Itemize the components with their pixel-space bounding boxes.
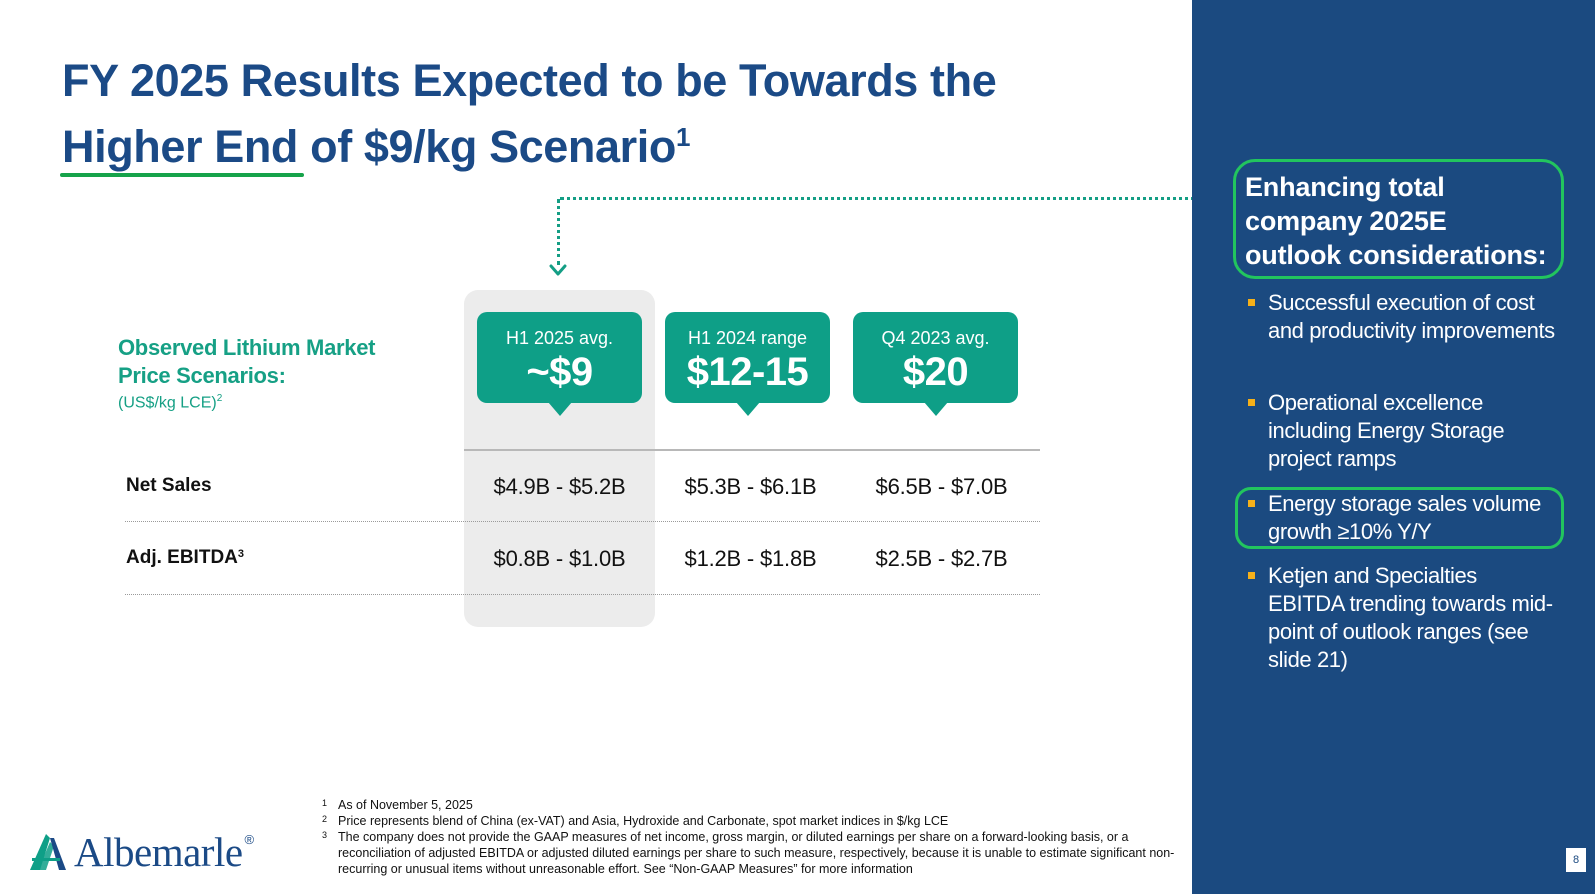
row-label-sup: 3 <box>237 548 245 560</box>
footnote-number: 3 <box>322 830 328 840</box>
connector-line-vertical <box>557 199 560 265</box>
title-highlight: Higher End <box>59 118 305 177</box>
title-line-1: FY 2025 Results Expected to be Towards t… <box>62 55 997 106</box>
logo-text: Albemarle <box>74 829 243 875</box>
table-header-divider <box>464 449 1040 451</box>
scenario-sub: Q4 2023 avg. <box>881 328 990 348</box>
table-cell: $0.8B - $1.0B <box>493 546 626 571</box>
logo-registered-mark: ® <box>244 832 255 847</box>
title-line-2-rest: of $9/kg Scenario <box>298 121 676 172</box>
scenario-unit: (US$/kg LCE)2 <box>118 393 398 412</box>
scenario-sub: H1 2025 avg. <box>505 328 614 348</box>
highlight-outline-bullet <box>1235 487 1564 549</box>
table-cell: $5.3B - $6.1B <box>684 474 817 499</box>
row-divider <box>125 521 1040 522</box>
scenario-heading: Observed Lithium Market Price Scenarios: <box>118 335 376 388</box>
footnote-text: Price represents blend of China (ex-VAT)… <box>338 814 949 828</box>
bullet-square-icon <box>1248 299 1255 306</box>
slide-title: FY 2025 Results Expected to be Towards t… <box>59 52 997 177</box>
albemarle-logo: Albemarle ® <box>28 829 255 875</box>
connector-line-horizontal <box>560 197 1220 200</box>
scenario-value: ~$9 <box>526 350 593 394</box>
footnote-number: 1 <box>322 798 328 808</box>
scenario-sub: H1 2024 range <box>687 328 808 348</box>
footnote: 1 As of November 5, 2025 <box>320 797 1180 813</box>
table-cell: $4.9B - $5.2B <box>493 474 626 499</box>
footnote: 2 Price represents blend of China (ex-VAT… <box>320 813 1180 829</box>
scenario-unit-sup: 2 <box>216 393 223 404</box>
right-panel <box>1192 0 1595 894</box>
bullet-square-icon <box>1248 500 1255 507</box>
arrow-down-icon <box>549 264 567 276</box>
row-label-text: Adj. EBITDA <box>126 547 238 568</box>
panel-heading-line: company 2025E <box>1245 206 1447 236</box>
bullet-square-icon <box>1248 399 1255 406</box>
panel-bullet: Successful execution of cost and product… <box>1248 289 1558 345</box>
footnote-number: 2 <box>322 814 328 824</box>
table-cell: $1.2B - $1.8B <box>684 546 817 571</box>
scenario-bubble-h1-2025: H1 2025 avg. ~$9 <box>477 312 642 416</box>
row-label-net-sales: Net Sales <box>126 475 212 497</box>
scenario-unit-text: (US$/kg LCE) <box>118 394 217 412</box>
bullet-text: Operational excellence including Energy … <box>1268 390 1505 471</box>
row-divider <box>125 594 1040 595</box>
footnotes: 1 As of November 5, 2025 2 Price represent… <box>320 797 1180 877</box>
table-cell: $2.5B - $2.7B <box>875 546 1008 571</box>
panel-heading-line: outlook considerations: <box>1245 240 1547 270</box>
albemarle-logo-icon <box>30 834 66 870</box>
page-number: 8 <box>1566 848 1586 872</box>
scenario-bubble-q4-2023: Q4 2023 avg. $20 <box>853 312 1018 416</box>
footnote-text: The company does not provide the GAAP me… <box>338 830 1175 876</box>
table-cell: $6.5B - $7.0B <box>875 474 1008 499</box>
row-label-text: Net Sales <box>126 475 212 496</box>
highlight-outline-heading <box>1233 159 1564 279</box>
footnote: 3 The company does not provide the GAAP m… <box>320 829 1180 877</box>
bullet-text: Successful execution of cost and product… <box>1268 290 1555 343</box>
panel-bullet: Energy storage sales volume growth ≥10% … <box>1248 490 1558 546</box>
scenario-bubble-h1-2024: H1 2024 range $12-15 <box>665 312 830 416</box>
scenario-label: Observed Lithium Market Price Scenarios:… <box>118 334 398 412</box>
title-line-2: Higher End of $9/kg Scenario1 <box>59 109 996 177</box>
panel-heading-line: Enhancing total <box>1245 172 1445 202</box>
title-footnote-ref: 1 <box>675 122 691 152</box>
bullet-text: Energy storage sales volume growth ≥10% … <box>1268 491 1541 544</box>
row-label-adj-ebitda: Adj. EBITDA3 <box>126 547 244 569</box>
footnote-text: As of November 5, 2025 <box>338 798 473 812</box>
scenario-value: $20 <box>902 350 969 394</box>
scenario-value: $12-15 <box>686 350 809 394</box>
bullet-text: Ketjen and Specialties EBITDA trending t… <box>1268 563 1553 672</box>
bullet-square-icon <box>1248 572 1255 579</box>
panel-bullet: Ketjen and Specialties EBITDA trending t… <box>1248 562 1558 674</box>
panel-heading: Enhancing total company 2025E outlook co… <box>1245 170 1547 272</box>
panel-bullet: Operational excellence including Energy … <box>1248 389 1558 473</box>
